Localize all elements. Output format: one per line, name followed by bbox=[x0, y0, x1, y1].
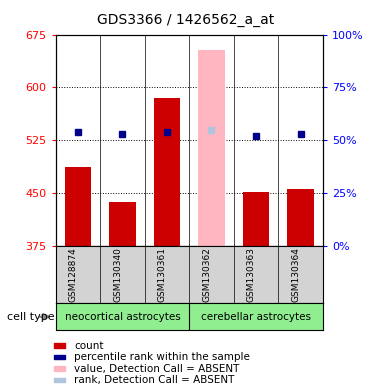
Text: percentile rank within the sample: percentile rank within the sample bbox=[74, 352, 250, 362]
Text: GSM130364: GSM130364 bbox=[292, 247, 301, 302]
Text: GSM130362: GSM130362 bbox=[203, 247, 211, 302]
Text: GDS3366 / 1426562_a_at: GDS3366 / 1426562_a_at bbox=[97, 13, 274, 27]
Text: GSM130361: GSM130361 bbox=[158, 247, 167, 302]
Text: cell type: cell type bbox=[7, 312, 55, 322]
Text: count: count bbox=[74, 341, 104, 351]
Bar bbox=[109, 202, 136, 246]
Bar bbox=[198, 50, 225, 246]
Text: value, Detection Call = ABSENT: value, Detection Call = ABSENT bbox=[74, 364, 240, 374]
Text: GSM130340: GSM130340 bbox=[114, 247, 122, 302]
Text: GSM128874: GSM128874 bbox=[69, 247, 78, 302]
Bar bbox=[154, 98, 180, 246]
Text: rank, Detection Call = ABSENT: rank, Detection Call = ABSENT bbox=[74, 375, 234, 384]
Bar bbox=[287, 189, 314, 246]
Bar bbox=[65, 167, 91, 246]
Bar bbox=[243, 192, 269, 246]
Text: cerebellar astrocytes: cerebellar astrocytes bbox=[201, 312, 311, 322]
Text: GSM130363: GSM130363 bbox=[247, 247, 256, 302]
Text: neocortical astrocytes: neocortical astrocytes bbox=[65, 312, 180, 322]
